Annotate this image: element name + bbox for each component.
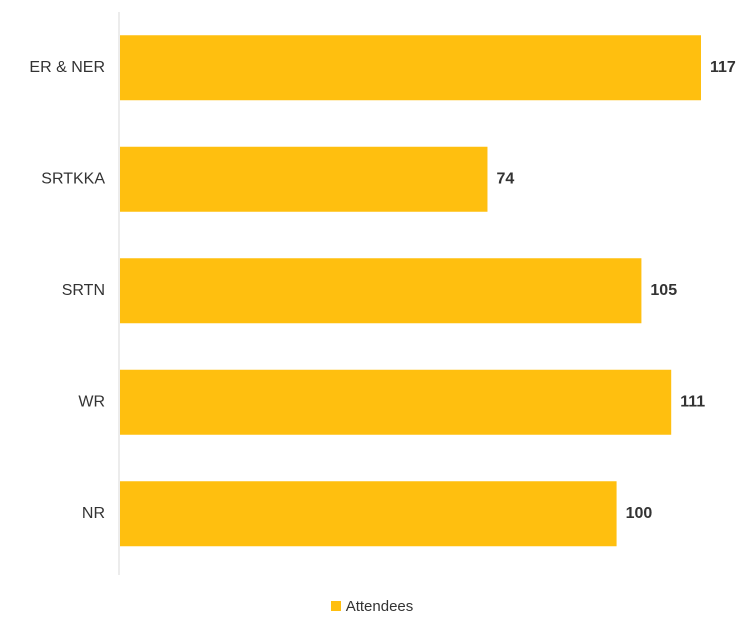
bar-3 <box>120 369 672 435</box>
category-label-3: WR <box>78 393 105 410</box>
bar-1 <box>120 146 488 212</box>
bar-4 <box>120 481 617 547</box>
bar-chart: ER & NER 117 SRTKKA 74 SRTN 105 WR 111 NR 100 <box>29 12 736 575</box>
legend-item-attendees: Attendees <box>330 597 414 615</box>
legend-label: Attendees <box>345 597 414 615</box>
legend: Attendees <box>0 594 744 618</box>
legend-swatch <box>330 601 341 611</box>
category-label-1: SRTKKA <box>41 170 105 187</box>
bar-0 <box>120 35 701 101</box>
value-label-0: 117 <box>710 59 736 76</box>
value-label-4: 100 <box>626 505 653 522</box>
bar-2 <box>120 258 642 324</box>
category-label-0: ER & NER <box>29 59 105 76</box>
value-label-1: 74 <box>496 170 514 187</box>
category-label-4: NR <box>82 505 105 522</box>
value-label-2: 105 <box>650 282 677 299</box>
category-label-2: SRTN <box>62 282 105 299</box>
value-label-3: 111 <box>680 393 705 410</box>
